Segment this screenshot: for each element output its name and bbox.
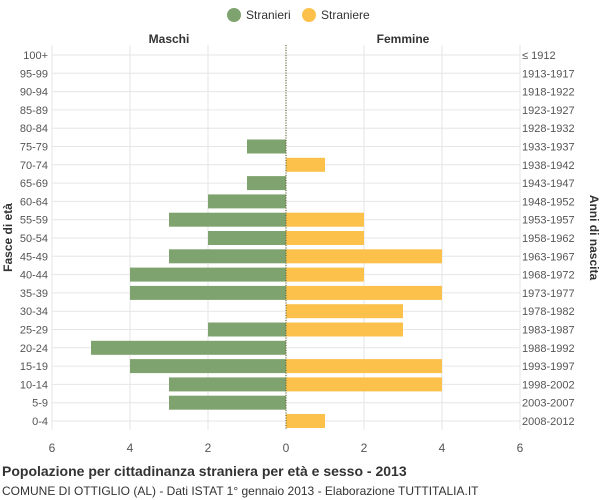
birth-year-label: 1978-1982 [522,306,575,318]
bar-stranieri [208,322,286,337]
age-group-label: 15-19 [20,361,48,373]
birth-year-label: 1968-1972 [522,270,575,282]
bar-stranieri [169,395,286,410]
bar-stranieri [247,139,286,154]
age-group-label: 30-34 [20,306,48,318]
bar-stranieri [130,359,286,374]
legend-marker-straniere [302,8,316,22]
birth-year-label: 1923-1927 [522,105,575,117]
x-tick-label: 6 [49,441,56,455]
bar-stranieri [208,194,286,209]
birth-year-label: 1993-1997 [522,361,575,373]
birth-year-label: 1943-1947 [522,178,575,190]
birth-year-label: ≤ 1912 [522,50,556,62]
birth-year-label: 1963-1967 [522,251,575,263]
age-group-label: 55-59 [20,215,48,227]
age-group-label: 90-94 [20,87,48,99]
age-group-label: 80-84 [20,123,48,135]
y-axis-title-left: Fasce di età [1,203,15,272]
x-tick-label: 0 [283,441,290,455]
bar-stranieri [91,340,286,355]
birth-year-label: 1983-1987 [522,325,575,337]
birth-year-label: 1948-1952 [522,196,575,208]
x-tick-label: 2 [205,441,212,455]
age-group-label: 50-54 [20,233,48,245]
chart-title: Popolazione per cittadinanza straniera p… [2,463,407,479]
age-group-label: 20-24 [20,343,48,355]
bar-straniere [286,377,442,392]
bar-straniere [286,212,364,227]
header-femmine: Femmine [377,32,430,46]
x-tick-label: 4 [439,441,446,455]
birth-year-label: 2003-2007 [522,398,575,410]
bar-straniere [286,249,442,264]
birth-year-label: 1938-1942 [522,160,575,172]
birth-year-label: 1998-2002 [522,379,575,391]
birth-year-label: 1913-1917 [522,68,575,80]
bar-straniere [286,231,364,245]
population-pyramid-chart: Stranieri Straniere Maschi Femmine 6 4 2 0 2 4 6 10… [1,8,600,455]
birth-year-label: 1953-1957 [522,215,575,227]
bar-stranieri [169,249,286,264]
birth-year-label: 1958-1962 [522,233,575,245]
bar-straniere [286,359,442,374]
birth-year-label: 2008-2012 [522,416,575,428]
bar-straniere [286,322,403,337]
age-group-label: 100+ [23,50,48,62]
bar-stranieri [169,377,286,392]
birth-year-label: 1918-1922 [522,87,575,99]
chart-subtitle: COMUNE DI OTTIGLIO (AL) - Dati ISTAT 1° … [2,484,479,498]
y-axis-title-right: Anni di nascita [587,195,600,281]
legend-label-straniere: Straniere [321,8,370,22]
bar-stranieri [130,285,286,300]
age-group-label: 25-29 [20,325,48,337]
birth-year-label: 1973-1977 [522,288,575,300]
bar-straniere [286,267,364,282]
age-group-label: 70-74 [20,160,48,172]
header-maschi: Maschi [149,32,190,46]
age-group-label: 5-9 [32,398,48,410]
birth-year-label: 1988-1992 [522,343,575,355]
bar-straniere [286,304,403,319]
age-group-label: 65-69 [20,178,48,190]
bar-stranieri [130,267,286,282]
age-group-label: 35-39 [20,288,48,300]
bar-stranieri [247,176,286,191]
age-group-label: 45-49 [20,251,48,263]
age-group-label: 0-4 [32,416,48,428]
age-group-label: 75-79 [20,142,48,154]
age-group-label: 40-44 [20,270,48,282]
bar-straniere [286,414,325,428]
x-tick-label: 4 [127,441,134,455]
age-group-label: 10-14 [20,379,48,391]
bar-stranieri [208,231,286,245]
legend-label-stranieri: Stranieri [246,8,291,22]
birth-year-label: 1928-1932 [522,123,575,135]
age-group-label: 60-64 [20,196,48,208]
legend-marker-stranieri [227,8,241,22]
bar-straniere [286,285,442,300]
bar-straniere [286,157,325,172]
x-tick-label: 6 [517,441,524,455]
birth-year-label: 1933-1937 [522,142,575,154]
bar-stranieri [169,212,286,227]
age-group-label: 95-99 [20,68,48,80]
age-group-label: 85-89 [20,105,48,117]
x-tick-label: 2 [361,441,368,455]
